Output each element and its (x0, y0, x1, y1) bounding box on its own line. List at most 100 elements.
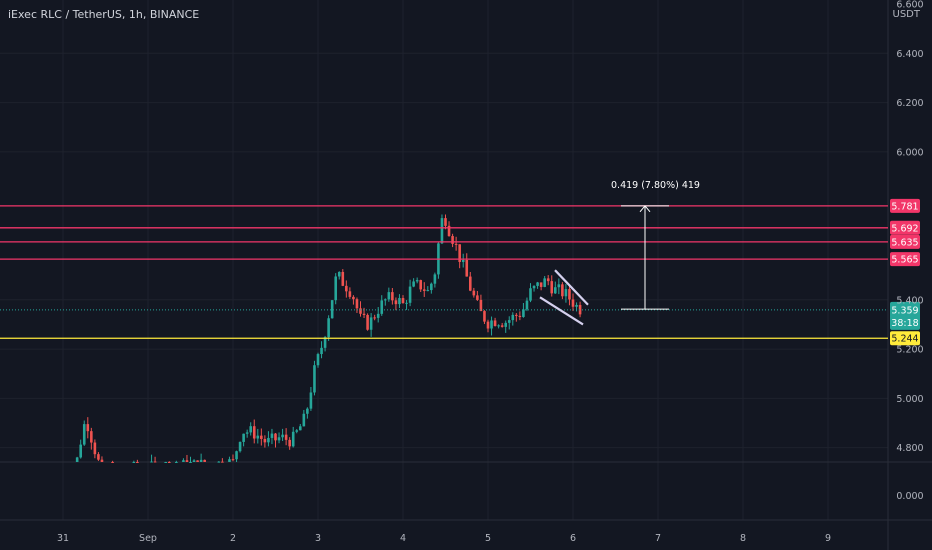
candle-body (394, 300, 398, 305)
candle-body (419, 280, 423, 290)
candle-body (557, 284, 561, 288)
y-tick-label: 6.400 (896, 49, 923, 60)
candle-body (274, 433, 277, 441)
candle-body (313, 365, 316, 393)
candle-body (391, 292, 394, 301)
candle-body (426, 290, 430, 292)
candle-body (525, 300, 529, 310)
candle-body (479, 299, 483, 312)
candle-body (440, 218, 444, 244)
price-tag-resistance (890, 234, 920, 249)
candle-body (486, 321, 490, 329)
candle-body (337, 271, 341, 277)
candle-body (369, 317, 373, 330)
candle-body (561, 284, 564, 297)
candle-body (454, 243, 458, 245)
candle-body (136, 462, 139, 463)
candle-body (235, 451, 238, 460)
candle-body (578, 304, 582, 315)
candle-body (309, 392, 313, 409)
candle-body (405, 302, 408, 304)
candle-body (341, 271, 345, 286)
candle-body (132, 462, 136, 463)
candle-body (515, 314, 518, 316)
candle-body (323, 337, 327, 348)
candle-body (398, 298, 401, 305)
candle-body (458, 244, 461, 262)
candle-body (82, 424, 86, 445)
candle-body (430, 283, 433, 291)
x-tick-label: 9 (825, 533, 831, 544)
candle-body (270, 433, 274, 438)
candle-body (175, 462, 178, 463)
y-tick-label: 5.400 (896, 295, 923, 306)
price-tag-support (890, 331, 920, 346)
candle-body (500, 325, 504, 327)
y-tick-label: 6.600 (896, 0, 923, 10)
candle-body (242, 433, 245, 442)
candle-body (203, 459, 206, 462)
candle-body (415, 280, 419, 282)
candle-body (468, 276, 472, 291)
candle-body (373, 317, 376, 319)
candle-body (401, 298, 405, 304)
candle-body (507, 320, 511, 323)
candle-body (298, 426, 302, 431)
candle-body (192, 460, 196, 462)
candle-body (451, 236, 454, 244)
candle-body (490, 320, 493, 329)
x-tick-label: 31 (57, 533, 69, 544)
candle-body (252, 426, 256, 439)
price-tag-label: 5.635 (891, 237, 918, 248)
measure-arrowhead (639, 205, 651, 213)
price-tag-label: 5.565 (891, 255, 918, 266)
y-tick-label: 5.200 (896, 345, 923, 356)
price-tag-label: 5.244 (891, 334, 918, 345)
candle-body (267, 437, 270, 443)
candle-body (245, 432, 249, 434)
candle-body (288, 439, 291, 447)
x-tick-label: 5 (485, 533, 491, 544)
candle-body (383, 299, 387, 301)
currency-label: USDT (892, 9, 920, 20)
drawings: 0.419 (7.80%) 419 (539, 180, 700, 326)
candle-body (546, 278, 550, 282)
candle-body (256, 435, 260, 439)
candle-body (532, 285, 536, 289)
candle-body (539, 282, 543, 287)
y-tick-label: 5.000 (896, 394, 923, 405)
candle-body (493, 320, 497, 326)
candle-body (185, 460, 189, 462)
candle-body (228, 459, 231, 462)
candle-body (564, 289, 568, 297)
candle-body (472, 290, 476, 296)
x-tick-label: 8 (740, 533, 746, 544)
candle-body (518, 315, 522, 317)
candle-body (355, 299, 359, 309)
symbol-title: iExec RLC / TetherUS, 1h, BINANCE (8, 8, 200, 21)
price-tag-label: 5.781 (891, 201, 918, 212)
candle-body (380, 300, 384, 314)
y-tick-label-lower: 0.000 (896, 491, 923, 502)
candle-body (167, 462, 171, 463)
candle-body (497, 325, 500, 327)
candle-body (263, 438, 267, 443)
x-tick-label: 4 (400, 533, 406, 544)
y-tick-label: 4.800 (896, 443, 923, 454)
candle-body (348, 291, 352, 297)
candle-body (461, 260, 465, 262)
countdown-label: 38:18 (891, 318, 918, 329)
candle-body (281, 434, 284, 438)
candle-body (387, 292, 391, 300)
candle-body (238, 441, 242, 452)
x-tick-label: 2 (230, 533, 236, 544)
candle-body (320, 347, 323, 355)
candle-body (260, 435, 263, 439)
candle-body (522, 309, 525, 317)
candle-body (408, 286, 412, 303)
candle-body (543, 278, 546, 287)
candle-body (164, 462, 168, 463)
